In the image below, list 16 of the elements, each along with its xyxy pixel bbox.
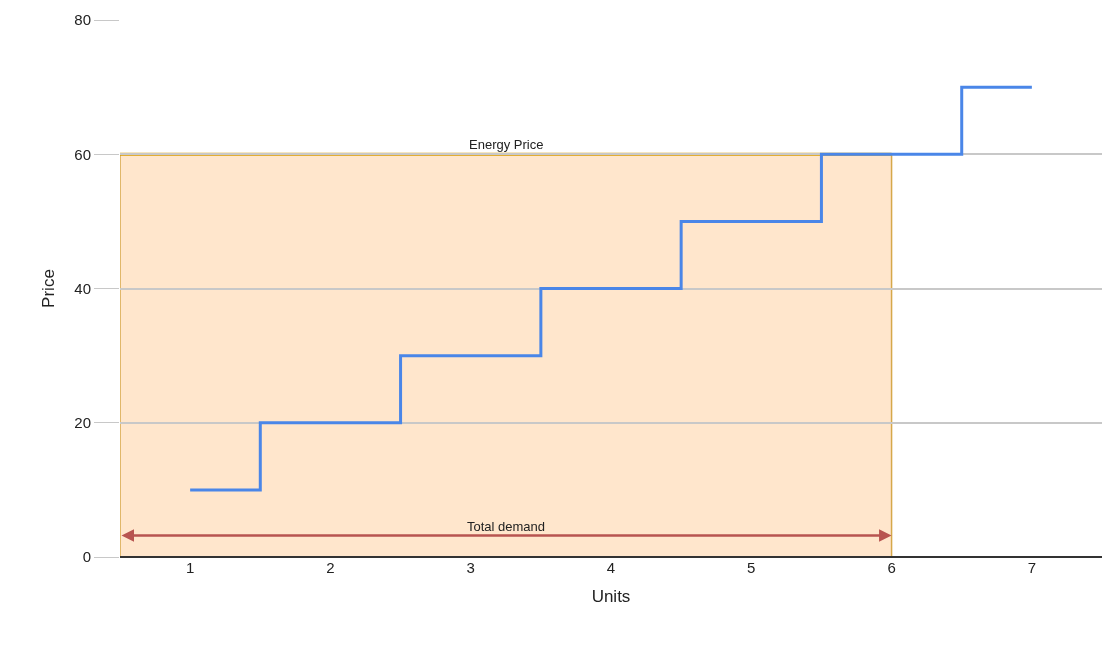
x-tick-label: 7 xyxy=(1027,559,1037,576)
x-tick-label: 3 xyxy=(466,559,475,576)
y-tick-label: 80 xyxy=(74,11,91,29)
x-tick-label: 6 xyxy=(887,559,896,576)
ref-line-label: Energy Price xyxy=(469,137,544,152)
x-tick-label: 1 xyxy=(185,559,195,576)
band-label: Total demand xyxy=(467,519,546,534)
x-tick-label: 4 xyxy=(606,559,616,576)
y-axis-title: Price xyxy=(38,269,58,308)
x-axis-title: Units xyxy=(591,587,631,607)
y-tick-label: 20 xyxy=(74,414,91,431)
y-tick-label: 40 xyxy=(74,279,91,297)
x-tick-label: 2 xyxy=(326,559,335,576)
y-tick-label: 60 xyxy=(74,145,91,163)
y-tick-label: 0 xyxy=(82,548,91,566)
x-tick-label: 5 xyxy=(747,559,756,576)
